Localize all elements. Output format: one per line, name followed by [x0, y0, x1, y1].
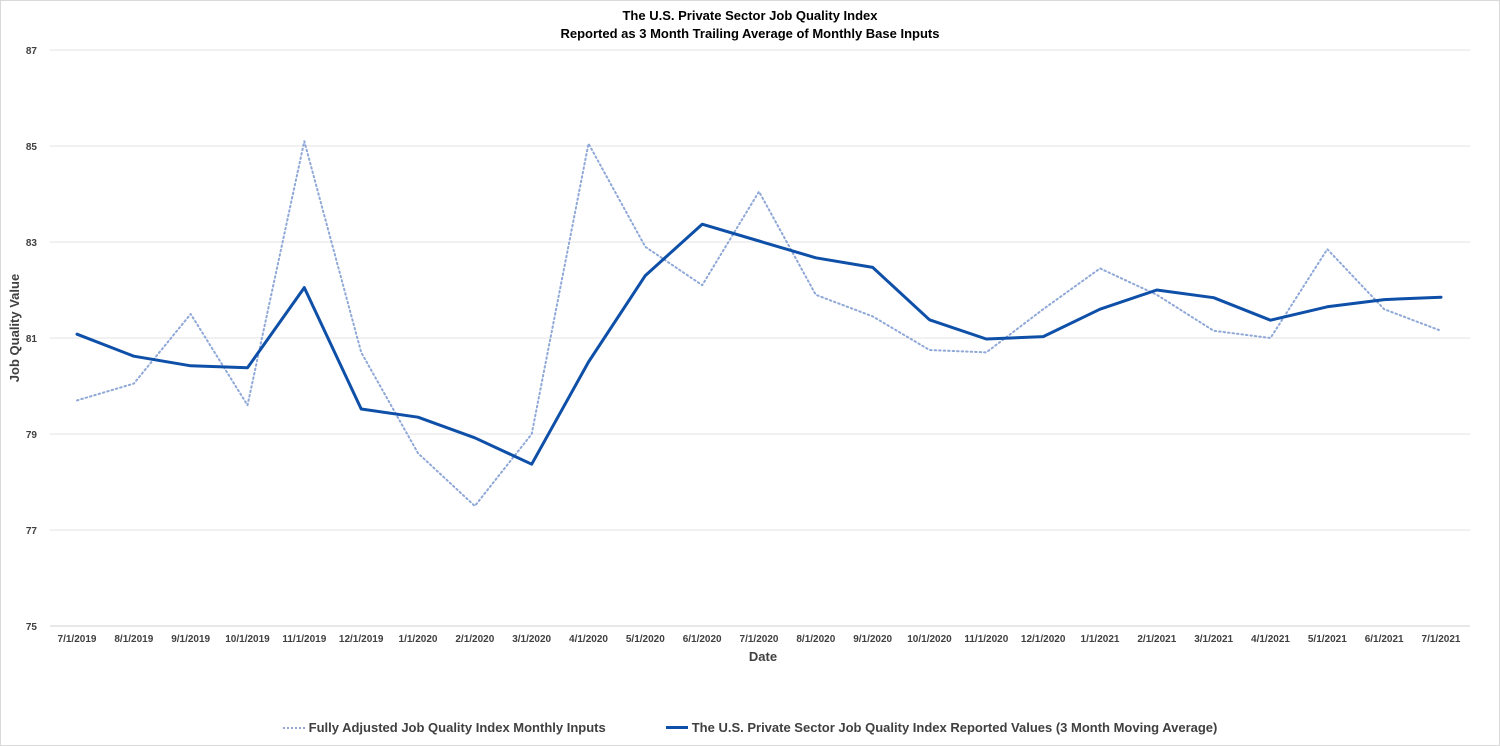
x-tick-label: 6/1/2020 [683, 634, 722, 645]
legend-label-monthly-inputs: Fully Adjusted Job Quality Index Monthly… [308, 720, 606, 735]
x-tick-label: 1/1/2021 [1081, 634, 1120, 645]
x-tick-label: 12/1/2020 [1021, 634, 1066, 645]
x-tick-label: 12/1/2019 [339, 634, 384, 645]
y-axis-title: Job Quality Value [7, 274, 22, 382]
x-tick-label: 1/1/2020 [399, 634, 438, 645]
x-tick-label: 3/1/2021 [1194, 634, 1233, 645]
legend-swatch-dotted [282, 726, 305, 729]
x-tick-label: 2/1/2021 [1137, 634, 1176, 645]
x-tick-label: 5/1/2020 [626, 634, 665, 645]
legend: Fully Adjusted Job Quality Index Monthly… [0, 720, 1500, 735]
y-tick-label: 83 [26, 238, 38, 249]
y-tick-label: 87 [26, 46, 38, 57]
x-tick-label: 7/1/2021 [1422, 634, 1461, 645]
x-tick-label: 10/1/2019 [225, 634, 270, 645]
legend-label-reported-values: The U.S. Private Sector Job Quality Inde… [691, 720, 1218, 735]
x-tick-label: 8/1/2020 [796, 634, 835, 645]
series-line-monthly-inputs [76, 140, 1442, 507]
x-tick-label: 9/1/2019 [171, 634, 210, 645]
chart-title: The U.S. Private Sector Job Quality Inde… [622, 8, 878, 23]
y-tick-label: 79 [26, 430, 38, 441]
chart-subtitle: Reported as 3 Month Trailing Average of … [560, 26, 940, 41]
legend-swatch-solid [665, 726, 688, 729]
y-tick-label: 77 [26, 526, 38, 537]
x-axis-title: Date [749, 649, 777, 664]
x-tick-label: 11/1/2020 [964, 634, 1008, 645]
x-tick-label: 6/1/2021 [1365, 634, 1404, 645]
legend-item-monthly-inputs: Fully Adjusted Job Quality Index Monthly… [282, 720, 606, 735]
series-line-reported-values [75, 222, 1443, 466]
y-tick-label: 75 [26, 622, 38, 633]
x-tick-label: 11/1/2019 [282, 634, 326, 645]
x-tick-label: 8/1/2019 [114, 634, 153, 645]
x-tick-label: 7/1/2020 [740, 634, 779, 645]
y-tick-label: 85 [26, 142, 38, 153]
x-tick-label: 4/1/2021 [1251, 634, 1290, 645]
x-tick-label: 5/1/2021 [1308, 634, 1347, 645]
x-tick-label: 2/1/2020 [455, 634, 494, 645]
legend-item-reported-values: The U.S. Private Sector Job Quality Inde… [665, 720, 1218, 735]
x-tick-label: 7/1/2019 [58, 634, 97, 645]
x-tick-label: 9/1/2020 [853, 634, 892, 645]
y-tick-label: 81 [26, 334, 38, 345]
x-tick-label: 4/1/2020 [569, 634, 608, 645]
x-tick-label: 10/1/2020 [907, 634, 952, 645]
x-tick-label: 3/1/2020 [512, 634, 551, 645]
